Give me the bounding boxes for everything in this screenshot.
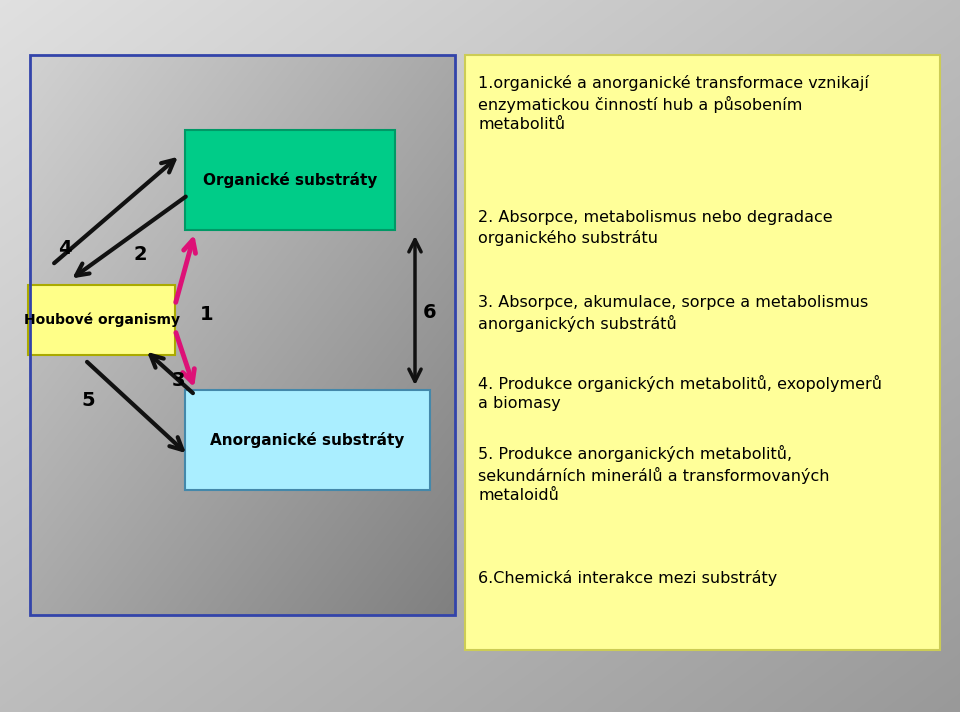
FancyBboxPatch shape xyxy=(185,390,430,490)
Text: Organické substráty: Organické substráty xyxy=(203,172,377,188)
Text: Houbové organismy: Houbové organismy xyxy=(23,313,180,328)
Text: 6.Chemická interakce mezi substráty: 6.Chemická interakce mezi substráty xyxy=(478,570,778,586)
Text: 5. Produkce anorganických metabolitů,
sekundárních minerálů a transformovaných
m: 5. Produkce anorganických metabolitů, se… xyxy=(478,445,829,503)
Text: 4: 4 xyxy=(59,239,72,258)
Text: Anorganické substráty: Anorganické substráty xyxy=(210,432,405,448)
FancyBboxPatch shape xyxy=(28,285,175,355)
Text: 1.organické a anorganické transformace vznikají
enzymatickou činností hub a půso: 1.organické a anorganické transformace v… xyxy=(478,75,869,132)
Text: 4. Produkce organických metabolitů, exopolymerů
a biomasy: 4. Produkce organických metabolitů, exop… xyxy=(478,375,882,412)
Text: 5: 5 xyxy=(82,390,95,409)
FancyBboxPatch shape xyxy=(465,55,940,650)
Text: 2. Absorpce, metabolismus nebo degradace
organického substrátu: 2. Absorpce, metabolismus nebo degradace… xyxy=(478,210,832,246)
Text: 6: 6 xyxy=(423,303,437,322)
Text: 3. Absorpce, akumulace, sorpce a metabolismus
anorganických substrátů: 3. Absorpce, akumulace, sorpce a metabol… xyxy=(478,295,868,332)
Text: 2: 2 xyxy=(133,246,147,264)
FancyBboxPatch shape xyxy=(185,130,395,230)
Text: 3: 3 xyxy=(171,370,184,389)
Text: 1: 1 xyxy=(201,305,214,325)
